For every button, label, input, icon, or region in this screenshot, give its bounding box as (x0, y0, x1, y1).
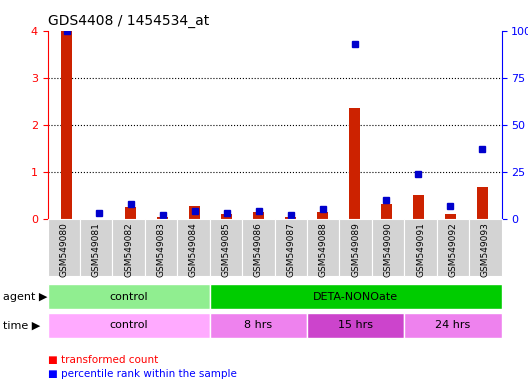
Text: GSM549084: GSM549084 (189, 222, 198, 276)
Text: GSM549092: GSM549092 (448, 222, 457, 276)
Text: GSM549091: GSM549091 (416, 222, 425, 276)
Text: GSM549083: GSM549083 (156, 222, 166, 276)
Text: agent ▶: agent ▶ (3, 291, 47, 302)
Bar (177, 219, 210, 276)
Text: GSM549081: GSM549081 (92, 222, 101, 276)
Bar (48, 313, 210, 338)
Bar (317, 212, 328, 219)
Bar (477, 187, 488, 219)
Bar (437, 219, 469, 276)
Text: GSM549088: GSM549088 (319, 222, 328, 276)
Bar (307, 219, 340, 276)
Bar (372, 219, 404, 276)
Bar (48, 284, 210, 309)
Bar (349, 108, 360, 219)
Bar (221, 214, 232, 219)
Bar (307, 313, 404, 338)
Text: ■ percentile rank within the sample: ■ percentile rank within the sample (48, 369, 237, 379)
Text: 24 hrs: 24 hrs (435, 320, 470, 331)
Text: GSM549082: GSM549082 (124, 222, 133, 276)
Bar (469, 219, 502, 276)
Bar (285, 217, 296, 219)
Text: ■ transformed count: ■ transformed count (48, 355, 158, 365)
Bar (61, 31, 72, 219)
Text: control: control (109, 320, 148, 331)
Bar (80, 219, 112, 276)
Text: 8 hrs: 8 hrs (244, 320, 272, 331)
Text: time ▶: time ▶ (3, 320, 40, 331)
Bar (381, 204, 392, 219)
Text: 15 hrs: 15 hrs (338, 320, 373, 331)
Text: control: control (109, 291, 148, 302)
Bar (189, 206, 200, 219)
Bar (340, 219, 372, 276)
Text: DETA-NONOate: DETA-NONOate (313, 291, 398, 302)
Bar (445, 214, 456, 219)
Bar (125, 207, 136, 219)
Text: GSM549089: GSM549089 (351, 222, 360, 276)
Text: GDS4408 / 1454534_at: GDS4408 / 1454534_at (48, 14, 209, 28)
Bar (242, 219, 275, 276)
Text: GSM549086: GSM549086 (254, 222, 263, 276)
Text: GSM549093: GSM549093 (481, 222, 490, 276)
Text: GSM549087: GSM549087 (286, 222, 295, 276)
Bar (253, 212, 264, 219)
Bar (157, 217, 168, 219)
Text: GSM549080: GSM549080 (59, 222, 68, 276)
Bar (275, 219, 307, 276)
Text: GSM549090: GSM549090 (383, 222, 393, 276)
Bar (413, 195, 424, 219)
Bar (112, 219, 145, 276)
Bar (210, 284, 502, 309)
Text: GSM549085: GSM549085 (221, 222, 230, 276)
Bar (210, 313, 307, 338)
Bar (210, 219, 242, 276)
Bar (48, 219, 80, 276)
Bar (404, 219, 437, 276)
Bar (404, 313, 502, 338)
Bar (145, 219, 177, 276)
